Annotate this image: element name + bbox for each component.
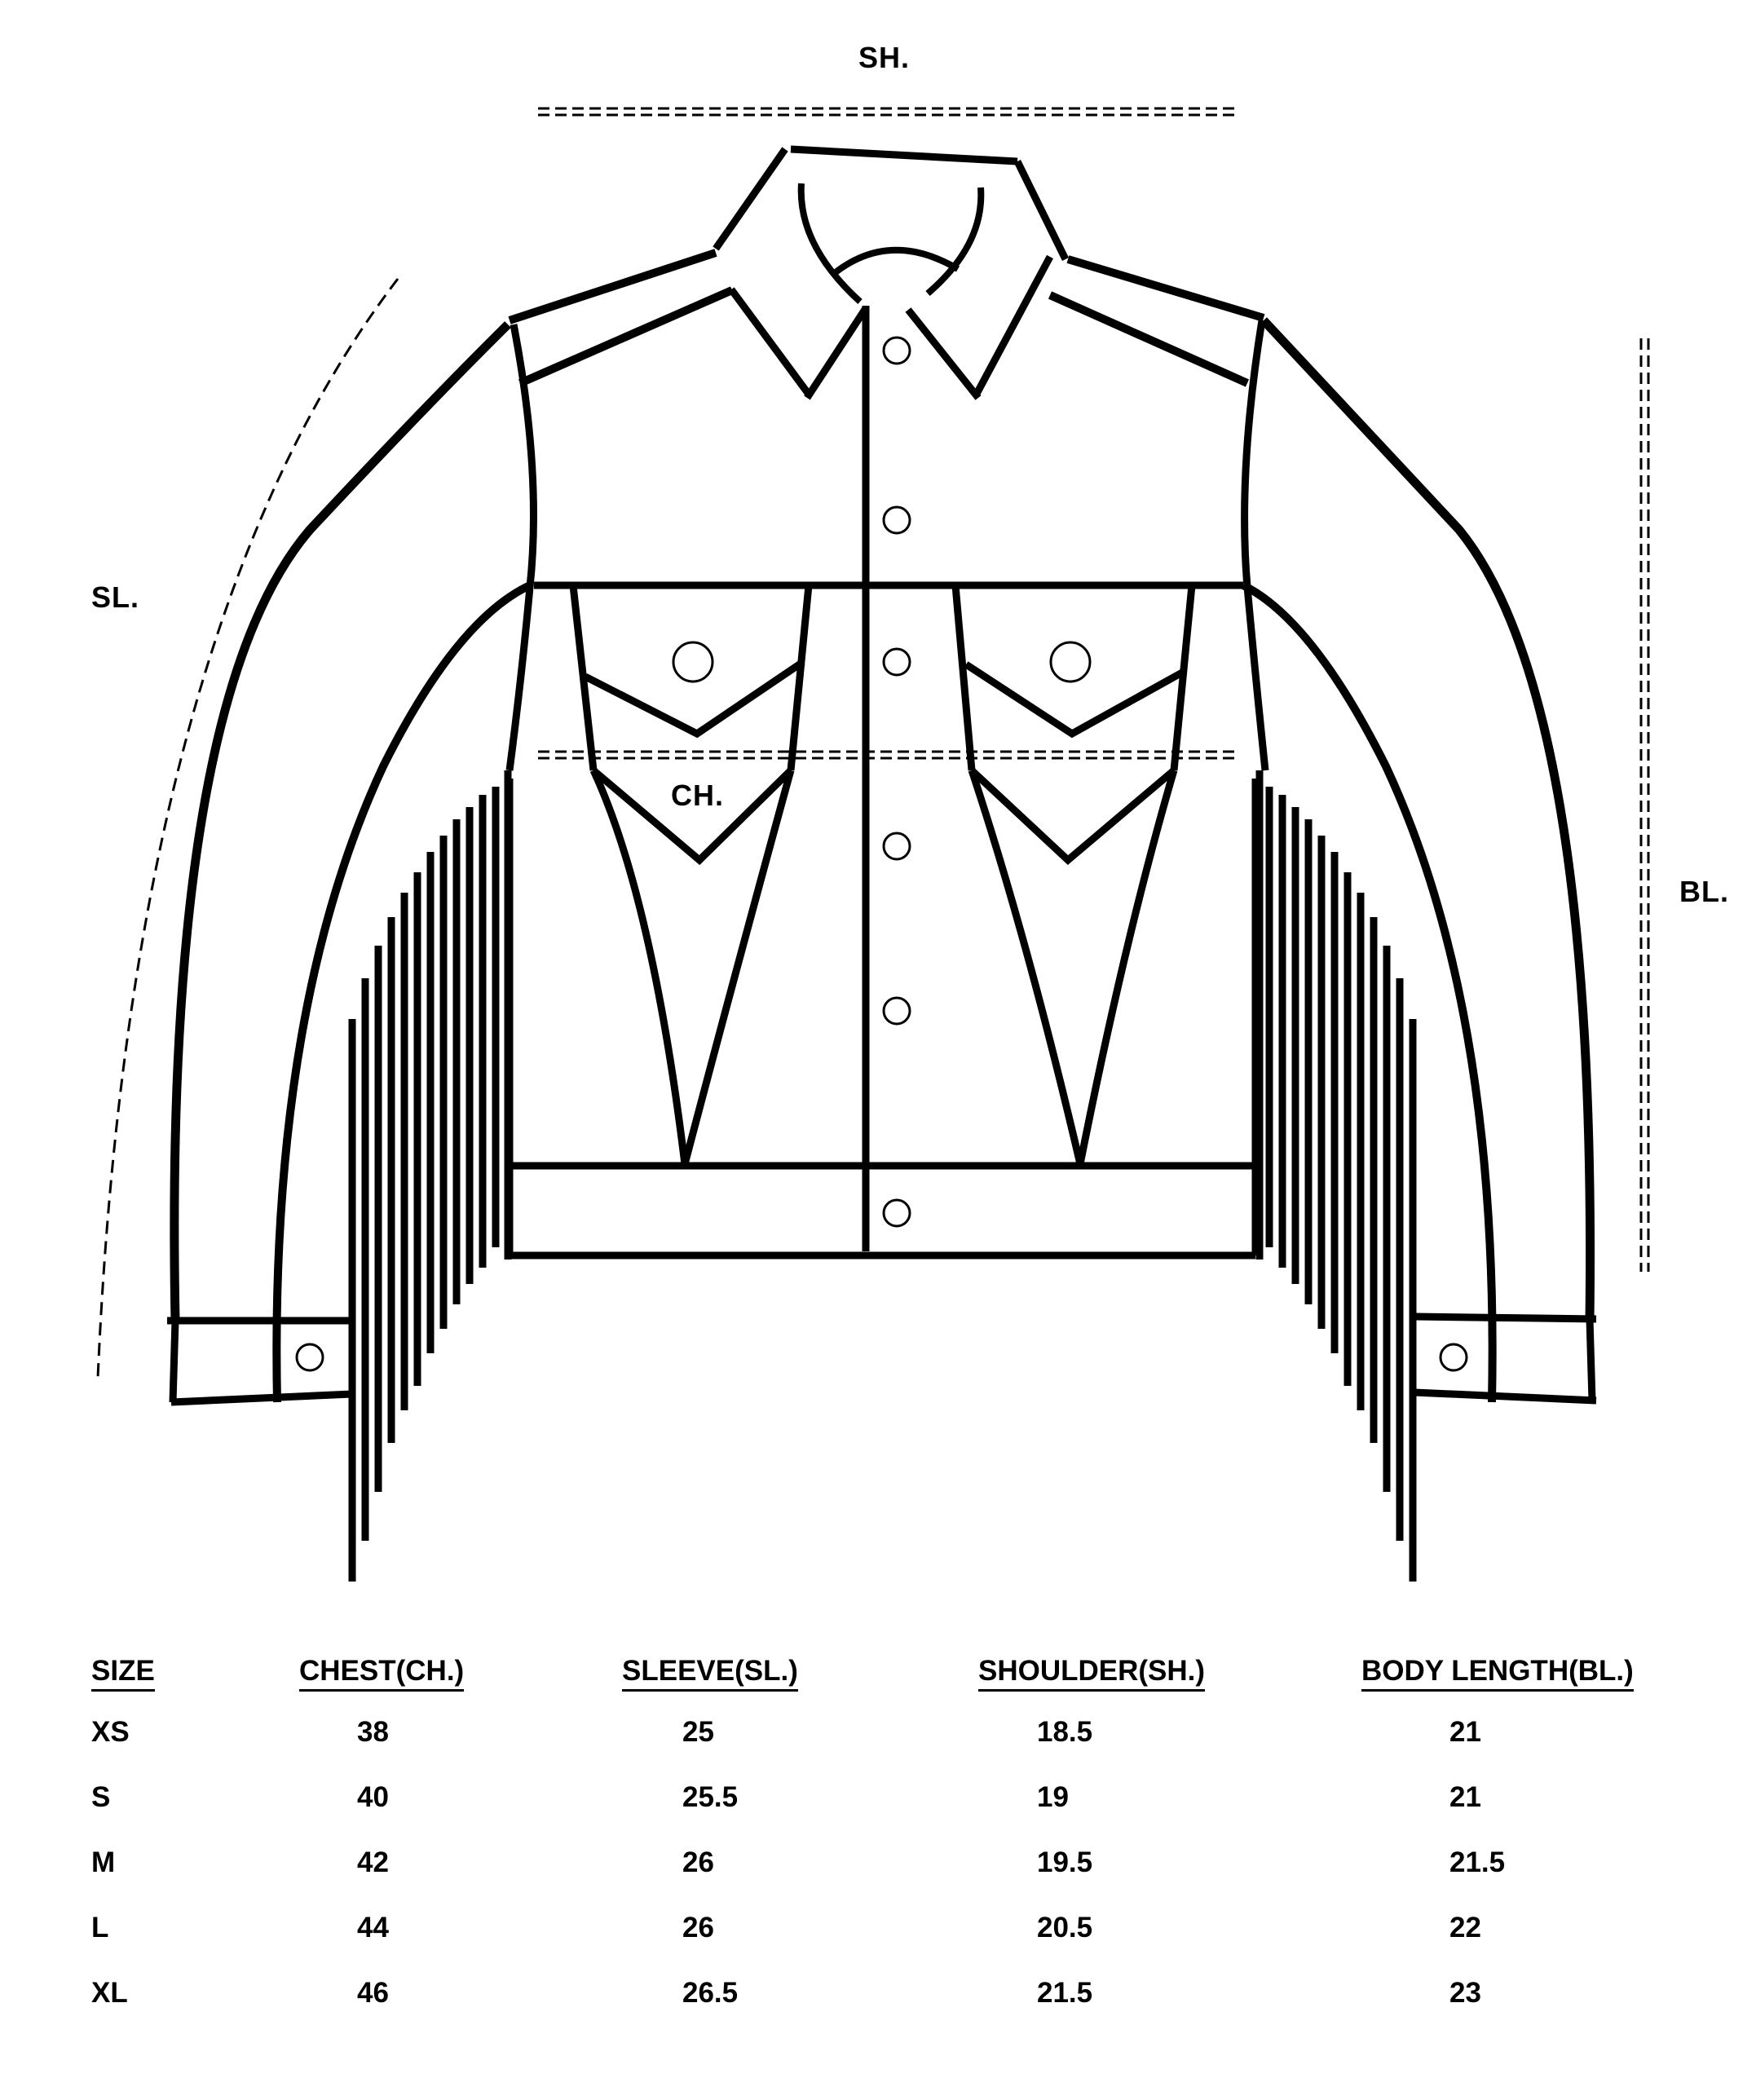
table-row: L 44 26 20.5 22 <box>0 1912 1756 1969</box>
header-size: SIZE <box>91 1655 155 1692</box>
cell-sleeve: 25.5 <box>682 1781 739 1813</box>
front-button <box>882 505 911 535</box>
front-button <box>882 647 911 677</box>
chest-label: CH. <box>671 779 724 812</box>
right-sleeve-inner <box>1241 581 1497 1403</box>
cell-shoulder: 21.5 <box>1037 1977 1093 2009</box>
cell-sleeve: 26 <box>682 1846 714 1878</box>
cell-chest: 38 <box>357 1716 389 1748</box>
shoulder-label: SH. <box>858 41 911 74</box>
front-button <box>882 832 911 861</box>
cell-body-length: 23 <box>1449 1977 1481 2009</box>
cell-size: M <box>91 1846 116 1878</box>
cell-shoulder: 20.5 <box>1037 1912 1093 1943</box>
left-sleeve-outer <box>170 321 511 1321</box>
table-row: M 42 26 19.5 21.5 <box>0 1846 1756 1904</box>
cell-size: XL <box>91 1977 128 2009</box>
body-length-label: BL. <box>1679 875 1729 908</box>
sleeve-label: SL. <box>91 580 140 614</box>
yoke <box>508 249 1265 387</box>
left-cuff <box>167 1317 353 1406</box>
body-length-measure-line <box>1639 338 1650 1272</box>
cuff-button-left <box>295 1343 324 1372</box>
cell-shoulder: 19 <box>1037 1781 1069 1813</box>
table-row: S 40 25.5 19 21 <box>0 1781 1756 1838</box>
table-row: XS 38 25 18.5 21 <box>0 1716 1756 1773</box>
left-sleeve-inner <box>272 581 532 1403</box>
front-button <box>882 336 911 365</box>
left-chest-pocket <box>569 585 813 1166</box>
front-button <box>882 1198 911 1228</box>
right-sleeve-outer <box>1260 317 1595 1321</box>
cuff-button-right <box>1439 1343 1468 1372</box>
chest-measure-line <box>538 750 1235 760</box>
cell-body-length: 21 <box>1449 1781 1481 1813</box>
cell-sleeve: 25 <box>682 1716 714 1748</box>
left-fringe <box>348 779 514 1582</box>
pocket-button-right <box>1049 641 1092 683</box>
shoulder-measure-line <box>538 107 1235 117</box>
front-button <box>882 996 911 1026</box>
cell-size: L <box>91 1912 109 1943</box>
collar <box>713 145 1070 1251</box>
cell-chest: 46 <box>357 1977 389 2009</box>
cell-chest: 40 <box>357 1781 389 1813</box>
right-chest-pocket <box>951 585 1196 1166</box>
cell-size: XS <box>91 1716 130 1748</box>
cell-body-length: 21.5 <box>1449 1846 1506 1878</box>
cell-sleeve: 26.5 <box>682 1977 739 2009</box>
cell-body-length: 21 <box>1449 1716 1481 1748</box>
body-sides <box>505 320 1269 771</box>
jacket-diagram <box>96 107 1650 1582</box>
sleeve-measure-line <box>96 278 399 1379</box>
header-body-length: BODY LENGTH(BL.) <box>1361 1655 1634 1692</box>
table-row: XL 46 26.5 21.5 23 <box>0 1977 1756 2034</box>
buttons <box>295 336 1468 1372</box>
cell-chest: 42 <box>357 1846 389 1878</box>
cell-chest: 44 <box>357 1912 389 1943</box>
cell-size: S <box>91 1781 111 1813</box>
right-cuff <box>1414 1312 1597 1405</box>
header-chest: CHEST(CH.) <box>299 1655 465 1692</box>
cell-body-length: 22 <box>1449 1912 1481 1943</box>
header-sleeve: SLEEVE(SL.) <box>622 1655 798 1692</box>
cell-shoulder: 18.5 <box>1037 1716 1093 1748</box>
right-fringe <box>1251 779 1417 1582</box>
cell-sleeve: 26 <box>682 1912 714 1943</box>
size-chart-table: SIZE CHEST(CH.) SLEEVE(SL.) SHOULDER(SH.… <box>0 1630 1756 2054</box>
pocket-button-left <box>672 641 714 683</box>
cell-shoulder: 19.5 <box>1037 1846 1093 1878</box>
header-shoulder: SHOULDER(SH.) <box>978 1655 1206 1692</box>
